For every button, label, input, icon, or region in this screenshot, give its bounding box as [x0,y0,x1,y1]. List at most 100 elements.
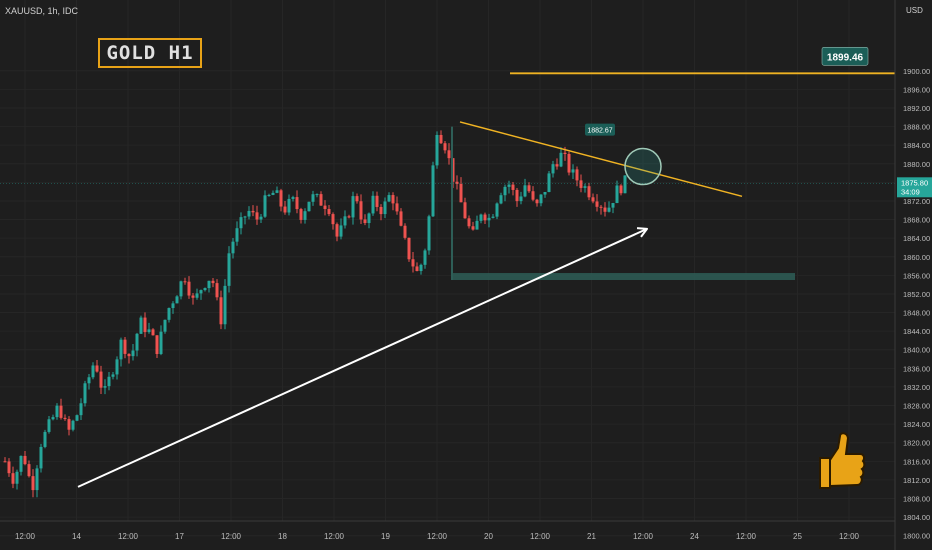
y-tick-label: 1884.00 [903,141,930,150]
candle-body [371,195,375,214]
uptrend-arrow [77,227,648,488]
x-tick-label: 12:00 [15,532,36,541]
candle-body [367,213,371,224]
y-tick-label: 1808.00 [903,495,930,504]
candle-body [23,455,27,465]
candle-body [471,226,475,230]
y-axis: 1800.00 1804.00 1808.00 1812.00 1816.00 1820.… [894,0,930,550]
candle-body [419,264,423,271]
candle-body [47,419,51,432]
candle-body [511,184,515,190]
y-tick-label: 1840.00 [903,346,930,355]
swing-high-label: 1882.67 [587,128,612,135]
candle-body [203,288,207,291]
candle-body [331,214,335,225]
candle-body [411,259,415,267]
candle-body [547,173,551,192]
candle-body [523,185,527,197]
x-tick-label: 12:00 [118,532,139,541]
candle-body [283,206,287,213]
candle-body [211,280,215,284]
candle-body [123,339,127,354]
candle-body [127,353,131,357]
candle-body [103,386,107,388]
y-tick-label: 1804.00 [903,513,930,522]
candle-body [27,464,31,477]
candle-body [575,169,579,181]
candle-body [355,196,359,202]
candle-body [175,296,179,304]
candle-body [231,241,235,254]
candle-body [295,197,299,210]
candle-body [99,371,103,388]
candle-body [83,383,87,404]
candle-body [403,225,407,238]
x-tick-label: 12:00 [221,532,242,541]
candle-body [391,195,395,204]
candle-body [495,203,499,217]
candle-body [35,468,39,491]
candle-body [7,461,11,474]
candle-body [251,210,255,213]
candle-body [95,365,99,372]
thumbs-up-icon [819,432,866,489]
candle-body [87,377,91,384]
y-tick-label: 1832.00 [903,383,930,392]
candle-body [59,405,63,418]
candle-body [199,290,203,294]
x-tick-label: 19 [381,532,390,541]
y-tick-label: 1856.00 [903,271,930,280]
candle-body [583,186,587,188]
candle-body [151,329,155,336]
candle-body [275,190,279,193]
y-tick-label: 1864.00 [903,234,930,243]
candle-body [115,359,119,375]
candle-body [323,205,327,210]
candle-body [459,183,463,203]
candle-body [135,333,139,351]
candle-body [527,185,531,192]
candle-body [387,195,391,202]
support-zone [452,273,795,280]
y-tick-label: 1828.00 [903,402,930,411]
candle-body [475,220,479,230]
candle-body [407,237,411,260]
candle-body [267,194,271,196]
candle-body [235,228,239,242]
breakout-circle [624,147,662,186]
candle-body [615,185,619,204]
y-tick-label: 1900.00 [903,67,930,76]
candle-body [263,195,267,217]
y-tick-label: 1860.00 [903,253,930,262]
candle-body [603,207,607,212]
current-price-tag: 1875.80 [901,178,928,187]
resistance-label-bg [821,46,869,66]
candle-body [335,224,339,237]
candle-body [543,191,547,195]
y-tick-label: 1816.00 [903,457,930,466]
candle-body [191,295,195,298]
y-tick-label: 1880.00 [903,160,930,169]
candle-body [207,280,211,289]
candle-body [591,197,595,202]
candle-body [243,216,247,218]
candle-body [287,198,291,213]
y-tick-label: 1896.00 [903,85,930,94]
candle-body [139,317,143,334]
swing-high-tag-bg [585,123,615,136]
candle-body [219,297,223,325]
candle-body [291,197,295,199]
candle-body [307,201,311,212]
candle-body [3,461,7,463]
candle-body [551,164,555,174]
candle-body [399,211,403,226]
candle-body [51,417,55,420]
candle-body [183,281,187,283]
candle-body [91,365,95,378]
candle-body [447,150,451,159]
candle-body [519,196,523,202]
candle-body [515,189,519,202]
candle-body [223,285,227,325]
y-tick-label: 1800.00 [903,532,930,541]
